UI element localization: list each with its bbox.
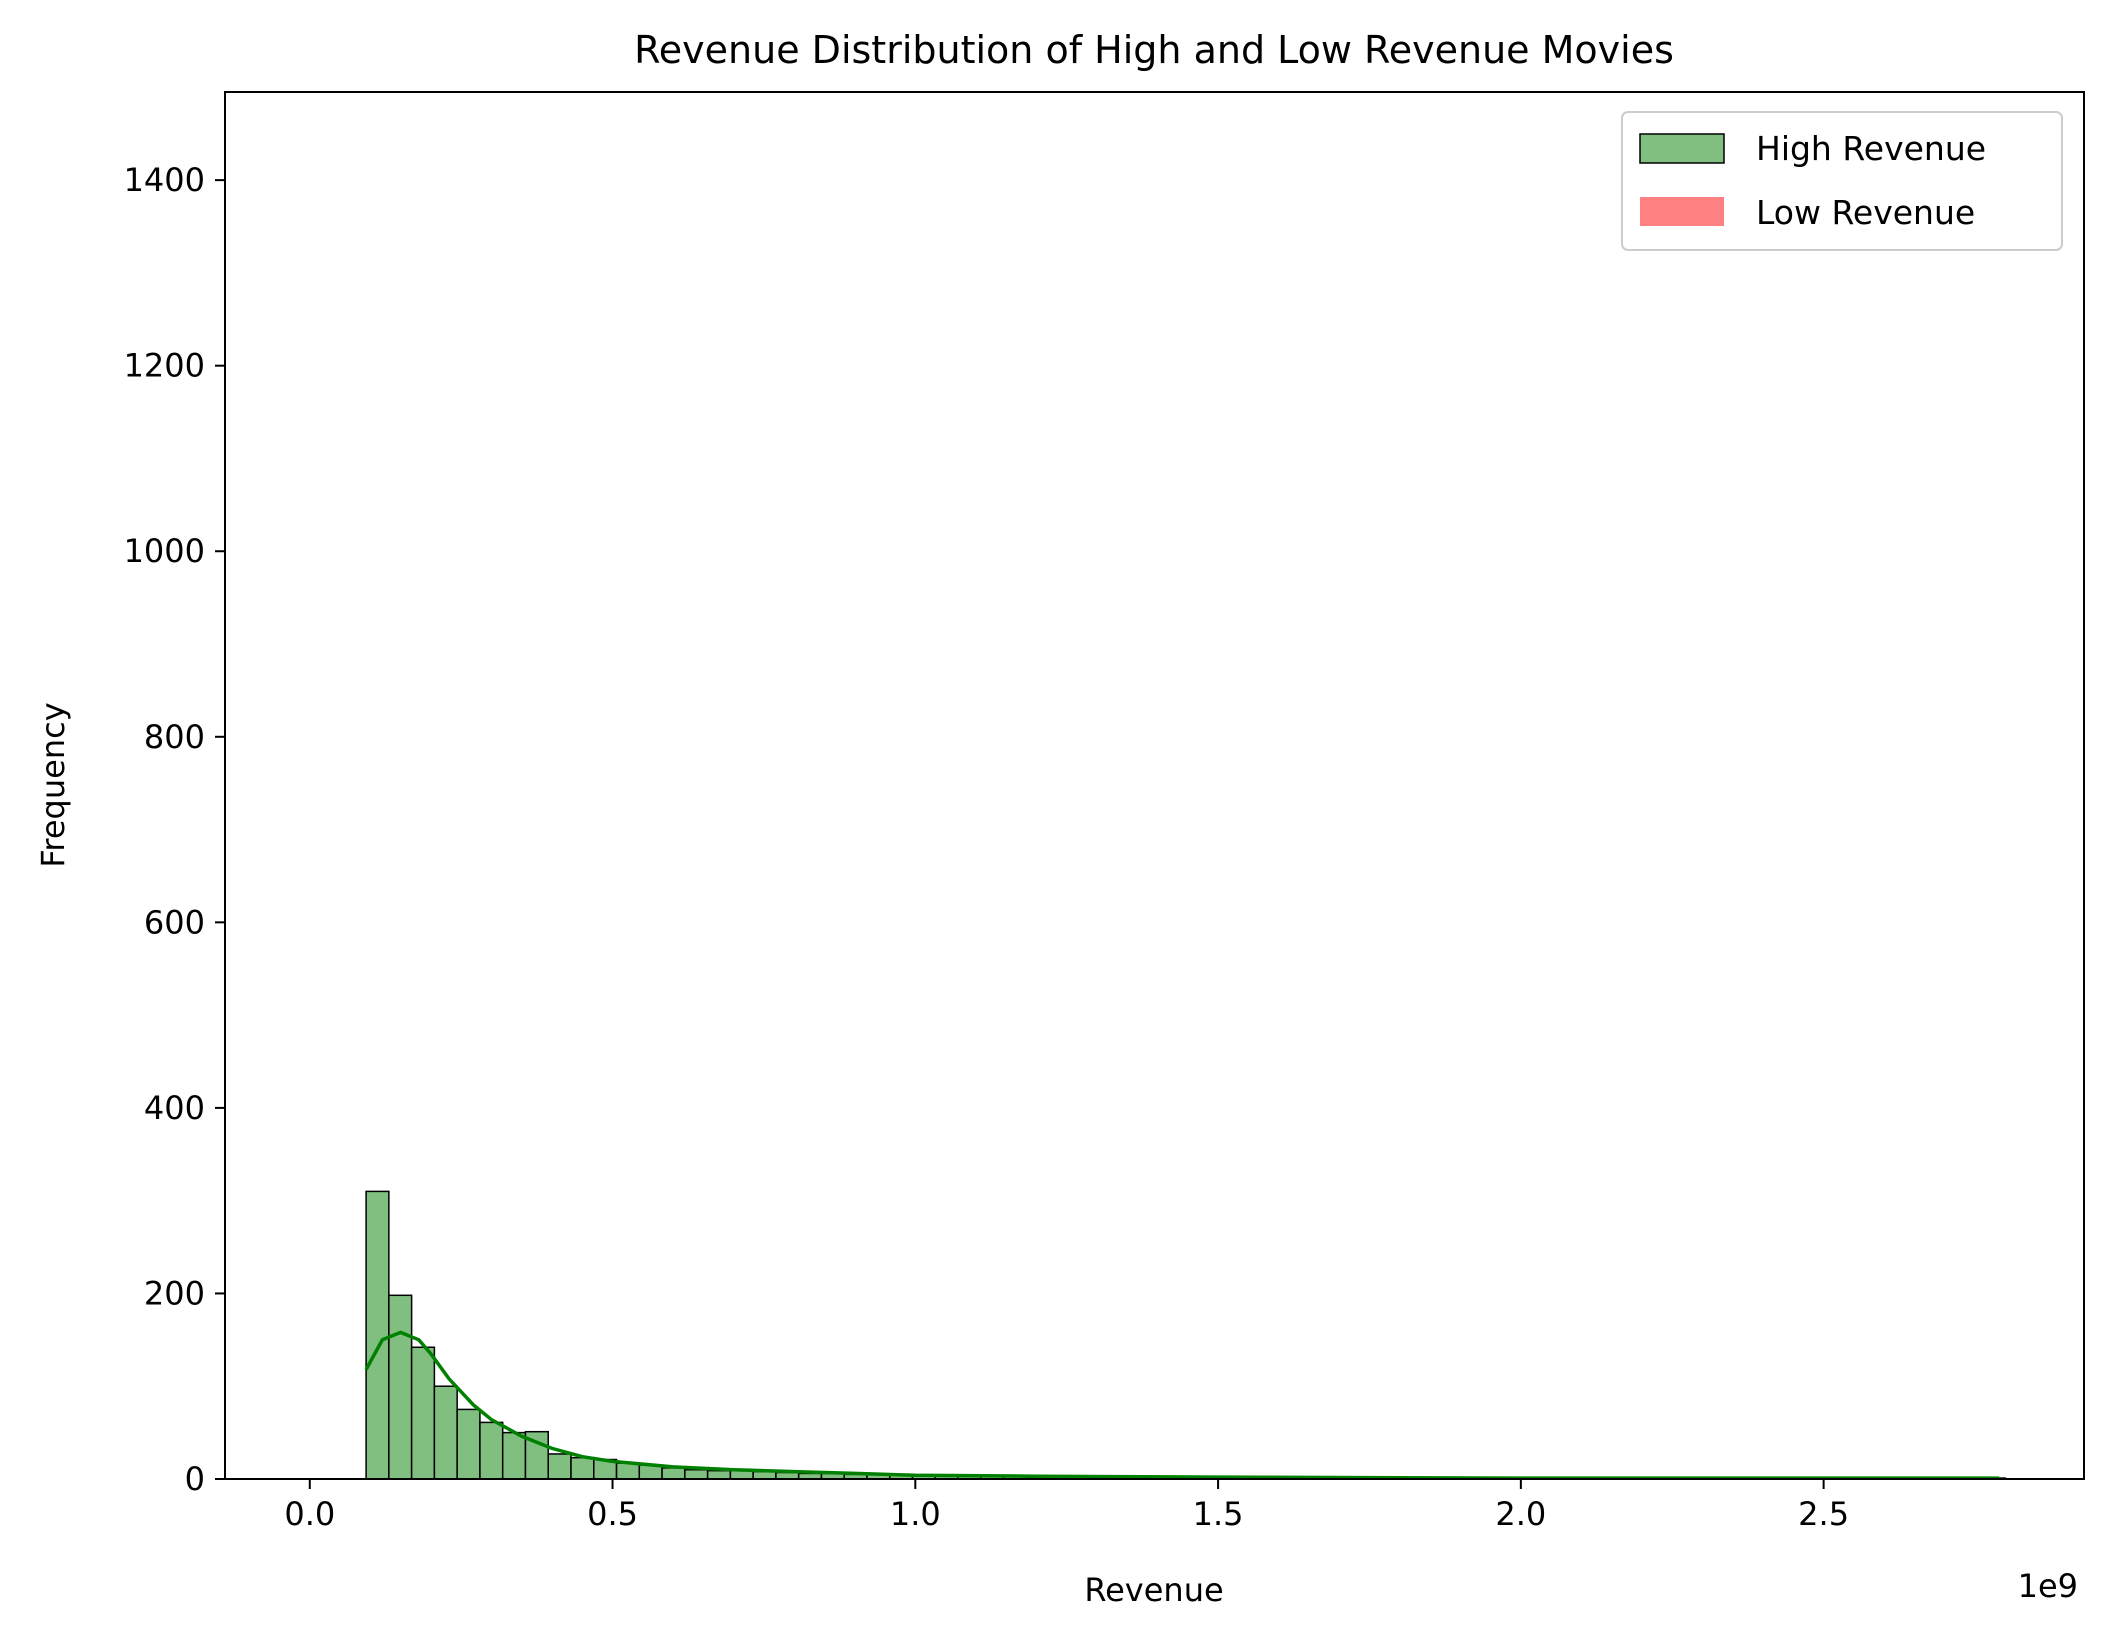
x-tick-label: 0.5 xyxy=(587,1495,638,1533)
x-tick-label: 2.0 xyxy=(1495,1495,1546,1533)
histogram-bar xyxy=(388,1294,413,1480)
chart-title: Revenue Distribution of High and Low Rev… xyxy=(634,28,1674,72)
x-tick-label: 1.0 xyxy=(890,1495,941,1533)
legend-label-high-revenue: High Revenue xyxy=(1756,129,1986,168)
legend-swatch-high-revenue xyxy=(1639,133,1725,164)
y-tick-label: 800 xyxy=(144,718,205,756)
histogram-bar xyxy=(684,1468,709,1480)
y-tick-label: 0 xyxy=(185,1460,205,1498)
histogram-bar xyxy=(706,1469,732,1480)
x-tick-label: 0.0 xyxy=(284,1495,335,1533)
y-tick-label: 200 xyxy=(144,1274,205,1312)
histogram-bar xyxy=(479,1421,504,1480)
y-tick-label: 1200 xyxy=(124,347,205,385)
histogram-bar xyxy=(752,1470,777,1480)
x-axis-offset-label: 1e9 xyxy=(2018,1567,2078,1605)
histogram-bar xyxy=(570,1456,595,1480)
histogram-bar xyxy=(615,1462,641,1480)
y-tick-label: 600 xyxy=(144,903,205,941)
y-axis-ticks: 0 200 400 600 800 1000 1200 1400 xyxy=(124,161,225,1498)
x-tick-label: 1.5 xyxy=(1193,1495,1244,1533)
x-axis-ticks: 0.0 0.5 1.0 1.5 2.0 2.5 xyxy=(284,1479,1849,1533)
x-axis-label: Revenue xyxy=(1084,1571,1223,1609)
histogram-bar xyxy=(501,1431,527,1480)
y-axis-label: Frequency xyxy=(34,702,72,867)
histogram-bar xyxy=(410,1346,436,1480)
histogram-bars xyxy=(365,1190,2007,1480)
histogram-bar xyxy=(456,1408,481,1480)
legend-swatch-low-revenue xyxy=(1640,197,1724,226)
legend-label-low-revenue: Low Revenue xyxy=(1756,193,1975,232)
histogram-bar xyxy=(433,1385,458,1480)
histogram-bar xyxy=(365,1190,390,1480)
histogram-bar xyxy=(547,1453,572,1480)
x-tick-label: 2.5 xyxy=(1798,1495,1849,1533)
y-tick-label: 400 xyxy=(144,1089,205,1127)
y-tick-label: 1400 xyxy=(124,161,205,199)
y-tick-label: 1000 xyxy=(124,532,205,570)
kde-line-high-revenue xyxy=(364,1330,2000,1480)
plot-frame xyxy=(224,91,2085,1480)
legend-frame xyxy=(1621,111,2063,251)
histogram-bar xyxy=(661,1467,686,1480)
legend: High Revenue Low Revenue xyxy=(1621,111,2063,251)
